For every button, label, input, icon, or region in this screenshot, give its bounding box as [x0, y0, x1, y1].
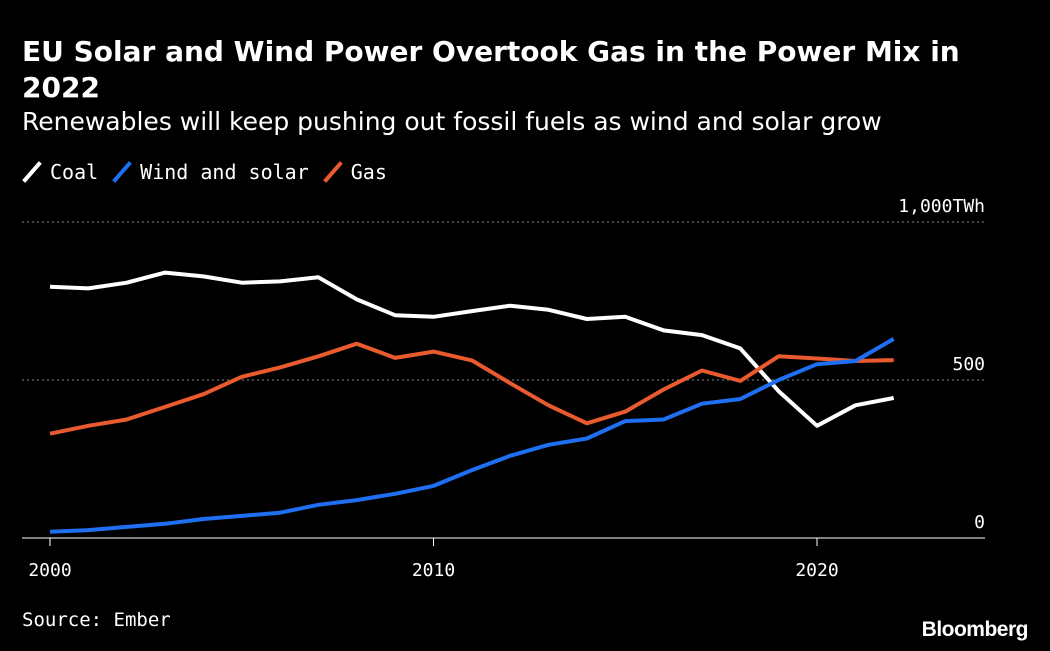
series-line-gas: [49, 341, 894, 436]
legend-label-coal: Coal: [50, 160, 99, 184]
series-line-coal: [49, 270, 895, 428]
legend-label-gas: Gas: [350, 160, 387, 184]
legend: Coal Wind and solar Gas: [22, 158, 401, 186]
legend-swatch-wind-solar: [112, 161, 132, 183]
legend-swatch-coal: [22, 161, 42, 183]
series-line-wind-and-solar: [49, 337, 895, 534]
chart-subtitle: Renewables will keep pushing out fossil …: [22, 107, 882, 136]
x-tick-label: 2000: [28, 560, 71, 581]
legend-swatch-gas: [322, 161, 343, 183]
legend-label-wind-solar: Wind and solar: [140, 160, 309, 184]
y-axis-labels: 0 500 1,000TWh: [898, 196, 985, 533]
series-lines: [49, 270, 895, 534]
source-note: Source: Ember: [22, 609, 171, 631]
x-axis: 2000 2010 2020: [22, 537, 985, 581]
gridlines: [22, 221, 985, 381]
bloomberg-logo: Bloomberg: [921, 618, 1029, 641]
legend-item-wind-solar: Wind and solar: [112, 160, 309, 184]
x-tick-label: 2010: [412, 560, 455, 581]
x-tick-label: 2020: [795, 560, 838, 581]
chart-title: EU Solar and Wind Power Overtook Gas in …: [22, 35, 960, 104]
legend-item-coal: Coal: [22, 160, 98, 184]
y-tick-label: 0: [974, 512, 985, 533]
y-tick-label: 500: [952, 354, 985, 375]
y-tick-label: 1,000TWh: [898, 196, 985, 217]
legend-item-gas: Gas: [322, 160, 387, 184]
